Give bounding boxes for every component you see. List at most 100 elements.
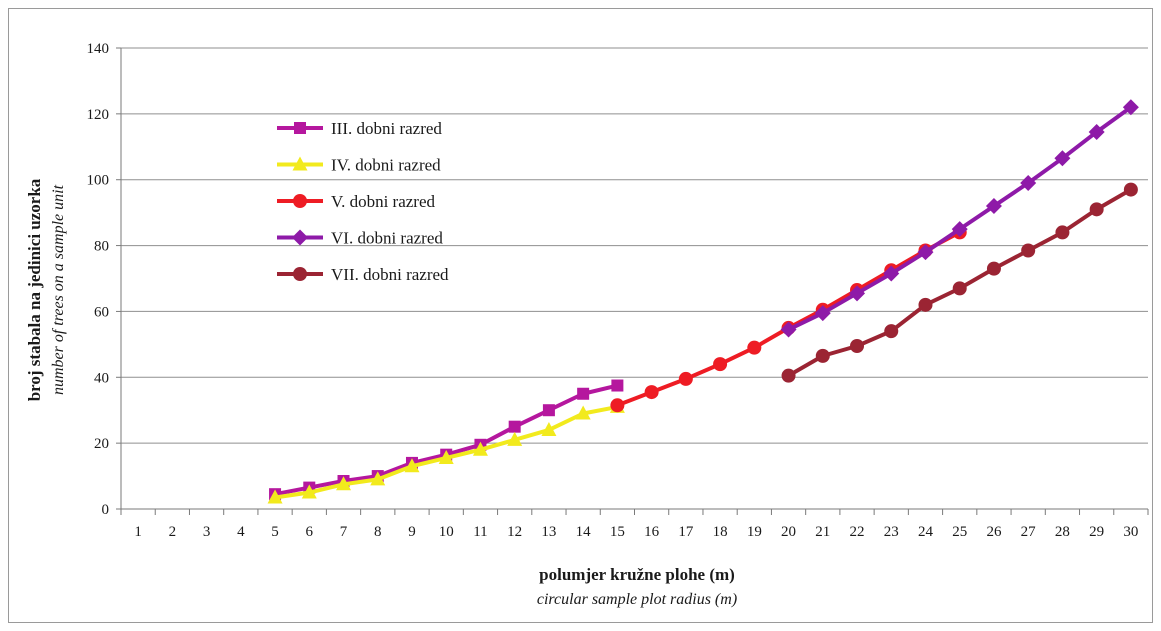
x-tick-label: 29 [1089, 524, 1104, 540]
legend-swatch-marker [294, 122, 306, 134]
data-point [1054, 150, 1071, 167]
x-tick-label: 4 [237, 524, 245, 540]
x-tick-label: 5 [271, 524, 279, 540]
x-tick-label: 28 [1055, 524, 1070, 540]
data-point [951, 221, 968, 238]
x-tick-label: 20 [781, 524, 796, 540]
legend-label: IV. dobni razred [331, 156, 441, 175]
legend-item: III. dobni razred [277, 119, 442, 138]
data-point [301, 484, 317, 499]
y-axis-ticks: 0 20 40 60 80 100 120 140 [87, 41, 121, 518]
data-point [814, 305, 831, 322]
legend-swatch-marker [292, 156, 308, 171]
x-tick-label: 23 [884, 524, 899, 540]
legend-label: III. dobni razred [331, 119, 442, 138]
data-point [472, 441, 488, 456]
x-tick-label: 16 [644, 524, 660, 540]
data-point [986, 261, 1001, 276]
legend-swatch-marker [293, 194, 307, 208]
x-tick-label: 18 [713, 524, 728, 540]
data-point [404, 458, 420, 473]
data-point [267, 489, 283, 504]
data-point [815, 348, 830, 363]
data-point [1089, 202, 1104, 217]
series-line [786, 105, 1133, 332]
x-tick-label: 14 [576, 524, 592, 540]
x-tick-label: 8 [374, 524, 382, 540]
legend-label: VI. dobni razred [331, 229, 443, 248]
data-point [985, 198, 1002, 215]
x-tick-label: 15 [610, 524, 625, 540]
series-3 [610, 225, 967, 413]
data-point [438, 449, 454, 464]
data-point [780, 321, 797, 338]
x-tick-label: 24 [918, 524, 934, 540]
x-tick-label: 7 [340, 524, 348, 540]
x-axis-ticks: 1 2 3 4 5 6 7 8 9 10 11 12 13 14 15 16 17 18 19 20 21 22 23 24 2… [120, 509, 1149, 540]
legend: III. dobni razred IV. dobni razred V. dobn… [277, 119, 449, 284]
legend-label: V. dobni razred [331, 192, 436, 211]
y-tick-label: 0 [102, 502, 110, 518]
series-1 [269, 379, 624, 501]
y-tick-label: 100 [87, 173, 110, 189]
data-point [370, 471, 386, 486]
data-point [508, 420, 521, 433]
series-line [273, 383, 620, 497]
y-tick-label: 60 [94, 304, 109, 320]
x-tick-label: 12 [507, 524, 522, 540]
data-point [849, 285, 866, 302]
x-tick-label: 1 [134, 524, 142, 540]
data-point [507, 431, 523, 446]
series-layer [267, 99, 1139, 504]
data-point [781, 368, 796, 383]
x-tick-label: 3 [203, 524, 211, 540]
data-point [542, 404, 555, 417]
legend-swatch-marker [293, 267, 307, 281]
data-point [713, 357, 728, 372]
data-point [575, 405, 591, 420]
x-tick-label: 6 [306, 524, 314, 540]
data-point [1055, 225, 1070, 240]
x-axis-title: polumjer kružne plohe (m) [539, 565, 735, 584]
data-point [952, 281, 967, 296]
y-axis-subtitle: number of trees on a sample unit [50, 184, 67, 395]
y-tick-label: 140 [87, 41, 110, 57]
x-tick-label: 26 [986, 524, 1002, 540]
x-axis-subtitle: circular sample plot radius (m) [537, 591, 737, 608]
data-point [1021, 243, 1036, 258]
data-point [1020, 175, 1037, 192]
x-tick-label: 22 [850, 524, 865, 540]
x-tick-label: 10 [439, 524, 454, 540]
data-point [883, 265, 900, 282]
y-tick-label: 120 [87, 107, 110, 123]
chart-frame [8, 8, 1153, 623]
data-point [577, 387, 590, 400]
data-point [884, 324, 899, 339]
data-point [644, 385, 659, 400]
x-tick-label: 27 [1021, 524, 1037, 540]
data-point [541, 421, 557, 436]
legend-item: VI. dobni razred [277, 229, 443, 248]
y-tick-label: 20 [94, 436, 109, 452]
x-tick-label: 9 [408, 524, 416, 540]
data-point [850, 339, 865, 354]
data-point [1088, 123, 1105, 140]
legend-label: VII. dobni razred [331, 265, 449, 284]
data-point [610, 398, 625, 413]
x-tick-label: 30 [1123, 524, 1138, 540]
data-point [1123, 182, 1138, 197]
data-point [1122, 99, 1139, 116]
y-tick-label: 40 [94, 370, 109, 386]
data-point [917, 244, 934, 261]
series-5 [781, 182, 1138, 383]
y-axis-title: broj stabala na jedinici uzorka [25, 178, 44, 401]
x-tick-label: 13 [541, 524, 556, 540]
series-4 [780, 99, 1139, 338]
x-tick-label: 2 [169, 524, 177, 540]
x-tick-label: 11 [473, 524, 487, 540]
legend-item: VII. dobni razred [277, 265, 449, 284]
data-point [747, 340, 762, 355]
data-point [611, 379, 624, 392]
gridlines [120, 47, 1148, 510]
